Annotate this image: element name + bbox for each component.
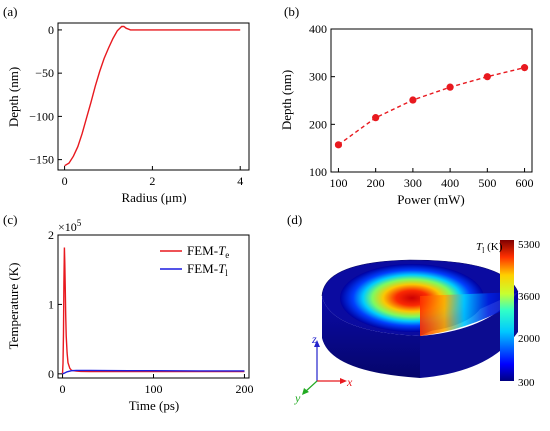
y-tick-label: 300 (309, 70, 327, 84)
y-axis-label: Depth (nm) (6, 67, 21, 127)
axis-z-head (314, 340, 320, 347)
y-tick-label: −100 (29, 109, 54, 123)
x-axis-label: Radius (μm) (121, 190, 186, 205)
colorbar-label: Tl (K) (476, 241, 503, 255)
chart-c: 0 100 200 0 1 2 Time (ps) Temperature (K) ×105 FE… (6, 218, 253, 413)
y-tick-label: −150 (29, 153, 54, 167)
x-tick-label: 4 (237, 174, 243, 188)
legend-entry-1: FEM-Tl (187, 261, 228, 278)
y-tick-label: 200 (309, 117, 327, 131)
cut-face (420, 292, 518, 336)
panel-label-c: (c) (3, 212, 17, 227)
y-tick-label: 1 (48, 297, 54, 311)
data-point (483, 73, 491, 81)
colorbar (500, 240, 514, 381)
colorbar-label-sub: l (482, 246, 485, 255)
plot-frame (57, 22, 250, 171)
series-line-0 (61, 247, 245, 374)
y-tick-label: −50 (35, 66, 54, 80)
panel-label-d: (d) (287, 212, 302, 227)
legend-prefix: FEM- (187, 261, 218, 276)
x-tick-label: 0 (60, 382, 66, 396)
x-tick-label: 100 (145, 382, 163, 396)
data-point (409, 96, 417, 104)
x-axis-label: Power (mW) (397, 192, 465, 207)
legend-prefix: FEM- (187, 243, 218, 258)
axis-z-label: z (311, 332, 317, 346)
chart-b: 100 200 300 400 500 600 100 200 300 400 Power (mW)… (279, 22, 534, 207)
y-multiplier-exp: 5 (77, 218, 82, 228)
axis-x-head (340, 378, 347, 384)
panel-label-a: (a) (3, 4, 17, 19)
x-tick-label: 300 (404, 176, 422, 190)
x-tick-label: 400 (441, 176, 459, 190)
x-tick-label: 0 (62, 174, 68, 188)
data-point (446, 83, 454, 91)
colorbar-tick-0: 5300 (518, 239, 541, 251)
x-tick-label: 200 (235, 382, 253, 396)
x-tick-label: 200 (367, 176, 385, 190)
y-tick-label: 400 (309, 22, 327, 36)
x-tick-label: 500 (478, 176, 496, 190)
x-tick-label: 2 (149, 174, 155, 188)
colorbar-tick-2: 2000 (518, 333, 541, 345)
series-line-0 (337, 66, 525, 146)
y-tick-label: 2 (48, 228, 54, 242)
legend-var: T (218, 243, 226, 258)
axis-y-head (302, 388, 309, 395)
chart-a: 0 2 4 0 −50 −100 −150 Radius (μm) Depth (nm) (6, 22, 250, 205)
y-multiplier: ×105 (58, 218, 82, 234)
y-multiplier-base: ×10 (58, 220, 77, 234)
y-tick-label: 100 (309, 165, 327, 179)
colorbar-label-unit: (K) (484, 241, 502, 253)
colorbar-tick-1: 3600 (518, 291, 541, 303)
colorbar-tick-3: 300 (518, 377, 535, 389)
y-axis-label: Depth (nm) (279, 70, 294, 130)
data-point (334, 141, 343, 149)
axis-y-arrow (304, 380, 318, 393)
x-tick-label: 100 (329, 176, 347, 190)
series-line-0 (64, 25, 241, 167)
plot-frame (330, 28, 533, 173)
y-tick-label: 0 (48, 23, 54, 37)
axis-y-label: y (294, 391, 301, 405)
cylinder-side (322, 296, 420, 378)
y-tick-label: 0 (48, 367, 54, 381)
chart-d-heatmap: z x y Tl (K) 5300 3600 2000 300 (294, 239, 541, 405)
data-point (520, 64, 529, 72)
legend-entry-0: FEM-Te (187, 243, 229, 260)
y-axis-label: Temperature (K) (6, 263, 21, 350)
legend-var: T (218, 261, 226, 276)
series-line-1 (62, 369, 245, 375)
cylinder-front-side (420, 292, 518, 378)
legend-sub: l (225, 268, 228, 278)
x-axis-label: Time (ps) (129, 398, 179, 413)
legend-sub: e (225, 250, 229, 260)
data-point (372, 114, 380, 122)
colorbar-label-var: T (476, 241, 483, 253)
axis-x-label: x (346, 375, 353, 389)
x-tick-label: 600 (516, 176, 534, 190)
panel-label-b: (b) (284, 4, 299, 19)
